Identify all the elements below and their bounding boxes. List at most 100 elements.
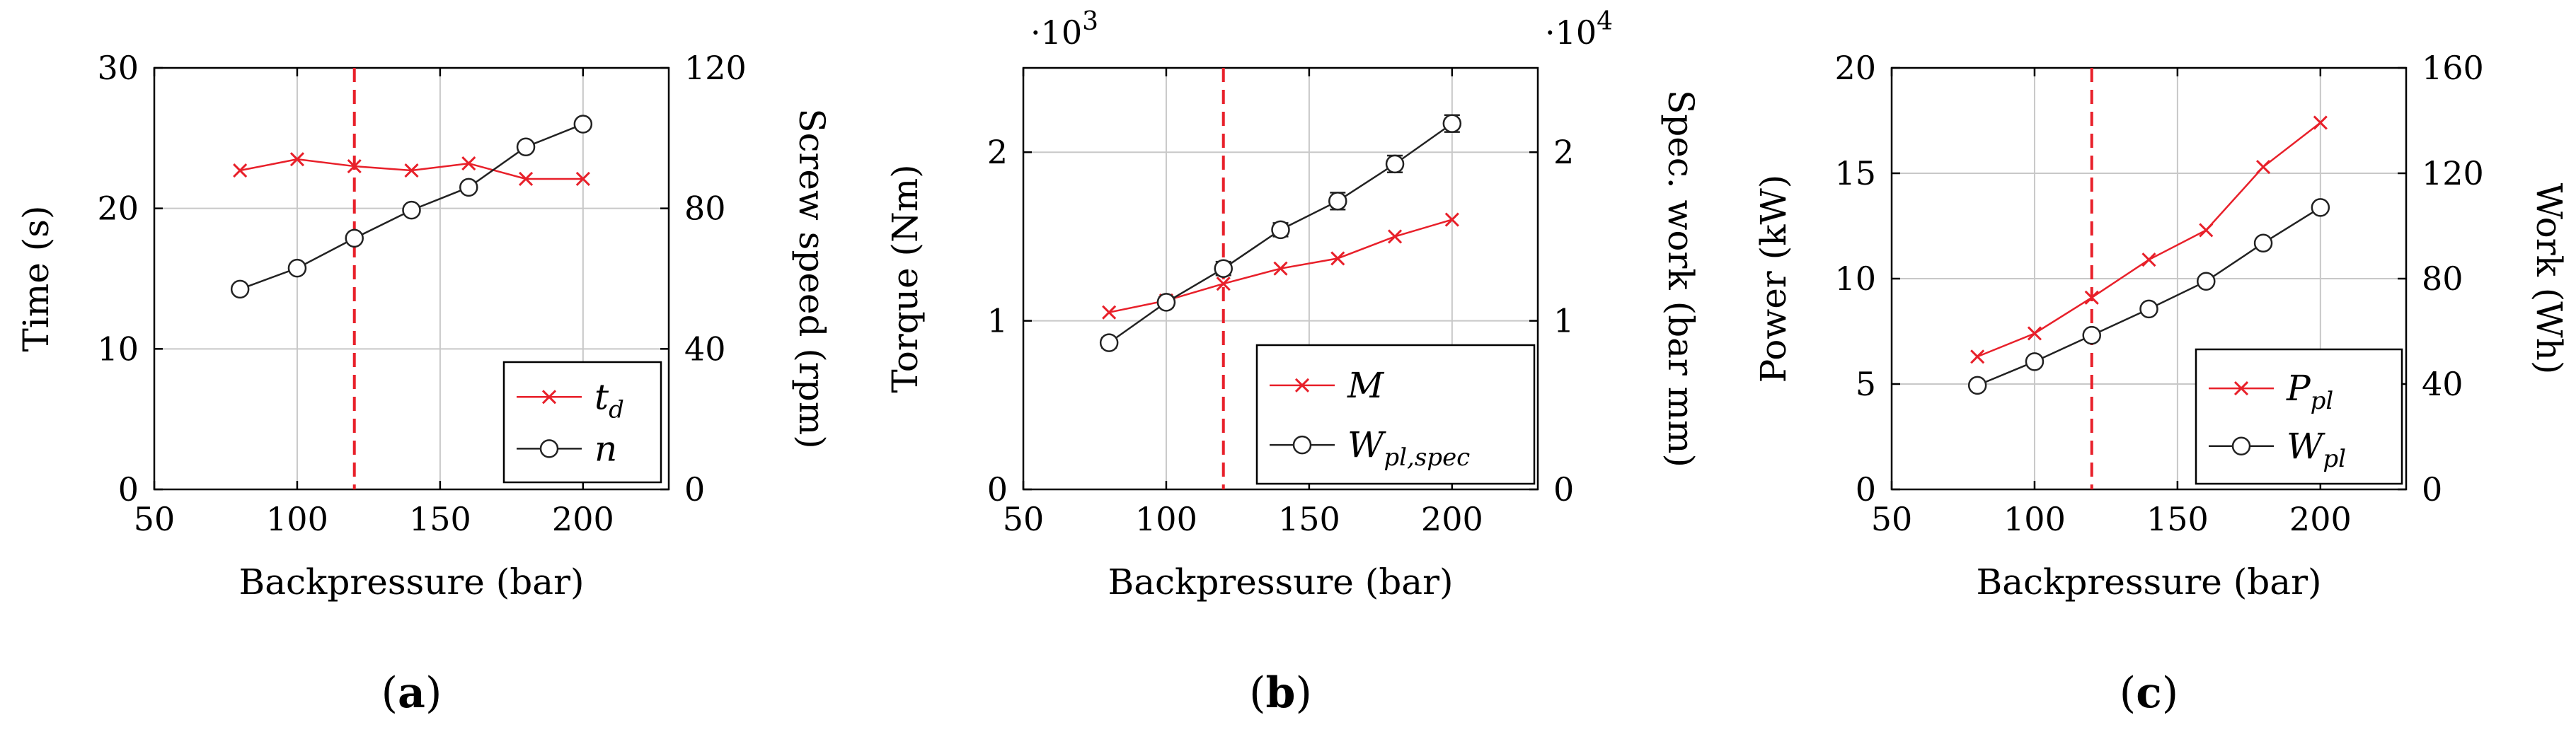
y-tick-label-left: 1: [987, 302, 1008, 340]
data-point-x-marker: [2141, 252, 2156, 267]
legend-circle-marker: [539, 439, 559, 458]
data-point-x-marker: [2199, 223, 2214, 238]
data-point-circle-marker: [1442, 114, 1462, 133]
data-point-circle-marker: [287, 258, 307, 278]
x-tick-label: 150: [2146, 500, 2209, 538]
y-tick-label-left: 0: [1856, 470, 1876, 508]
data-point-circle-marker: [1328, 192, 1347, 211]
data-point-x-marker: [2313, 115, 2328, 130]
data-point-x-marker: [461, 156, 476, 171]
plot-frame: [153, 66, 670, 491]
y-tick-label-right: 0: [2422, 470, 2442, 508]
y-tick-label-right: 0: [684, 470, 705, 508]
data-point-x-marker: [1444, 212, 1459, 227]
legend-circle-marker: [1292, 435, 1312, 455]
legend: M Wpl,spec: [1255, 344, 1536, 485]
y-tick-label-left: 0: [987, 470, 1008, 508]
data-point-x-marker: [575, 171, 590, 187]
legend: tdn: [502, 361, 662, 484]
legend-label: Ppl: [2286, 368, 2333, 415]
legend-label: Wpl,spec: [1347, 424, 1470, 472]
data-point-circle-marker: [2253, 233, 2273, 252]
series-W-pl-spec: [1099, 114, 1462, 352]
data-point-x-marker: [1970, 349, 1985, 364]
data-point-circle-marker: [1271, 220, 1290, 240]
series-P-pl: [1970, 115, 2328, 364]
data-point-circle-marker: [2025, 352, 2045, 371]
data-point-x-marker: [233, 163, 248, 178]
data-point-x-marker: [1330, 251, 1345, 266]
panel-a: 50 100 150 200 0 10 20 30 0 40 80 120 Backpressure (…: [16, 49, 832, 718]
series-W-pl: [1967, 198, 2330, 395]
y-axis-title-left: Power (kW): [1753, 175, 1794, 383]
x-tick-label: 50: [1871, 500, 1913, 538]
y-tick-label-left: 15: [1834, 154, 1876, 192]
legend-x-marker: [1294, 378, 1310, 393]
data-point-circle-marker: [345, 228, 364, 248]
y-tick-label-right: 120: [2422, 154, 2484, 192]
data-point-circle-marker: [516, 137, 536, 156]
legend: Ppl Wpl: [2195, 348, 2403, 485]
data-point-x-marker: [2084, 290, 2099, 305]
x-axis-title: Backpressure (bar): [1977, 562, 2322, 603]
data-point-x-marker: [404, 163, 419, 178]
panel-caption: (c): [2120, 668, 2178, 718]
y-tick-label-left: 2: [987, 133, 1008, 171]
series-t-d: [233, 152, 590, 187]
y-tick-label-left: 10: [1834, 260, 1876, 298]
y-tick-label-right: 160: [2422, 49, 2484, 87]
x-tick-label: 150: [1278, 500, 1340, 538]
data-point-circle-marker: [2139, 299, 2158, 319]
x-tick-label: 100: [266, 500, 328, 538]
y-tick-label-right: 1: [1553, 302, 1574, 340]
series-n: [230, 115, 593, 299]
data-point-circle-marker: [2197, 272, 2216, 291]
y-tick-label-left: 20: [97, 190, 139, 228]
data-point-x-marker: [1387, 229, 1403, 244]
data-point-circle-marker: [1099, 333, 1119, 352]
y-tick-label-right: 80: [684, 190, 726, 228]
y-axis-title-right: Spec. work (bar mm): [1660, 90, 1701, 467]
y-tick-label-left: 20: [1834, 49, 1876, 87]
plot-frame: [1022, 66, 1539, 491]
x-tick-label: 100: [2003, 500, 2066, 538]
x-tick-label: 200: [552, 500, 614, 538]
y-axis-title-left: Time (s): [16, 206, 57, 352]
legend-label: Wpl: [2287, 426, 2346, 473]
y-axis-title-right: Screw speed (rpm): [791, 108, 832, 449]
y-tick-label-right: 40: [684, 330, 726, 368]
data-point-circle-marker: [1385, 154, 1405, 174]
data-point-x-marker: [2255, 159, 2271, 175]
legend-frame: [502, 361, 662, 484]
data-point-x-marker: [289, 152, 305, 167]
legend-circle-marker: [2231, 436, 2251, 456]
x-axis-title: Backpressure (bar): [1108, 562, 1454, 603]
x-tick-label: 100: [1135, 500, 1197, 538]
data-point-circle-marker: [1967, 376, 1987, 395]
data-point-circle-marker: [230, 279, 250, 299]
legend-frame: [2195, 348, 2403, 485]
data-point-x-marker: [1216, 277, 1231, 291]
panel-c: 50 100 150 2000510152004080120160Backpressu…: [1753, 49, 2570, 718]
y-tick-label-left: 5: [1856, 365, 1876, 403]
data-point-x-marker: [347, 159, 362, 174]
legend-label: td: [594, 376, 624, 424]
data-point-x-marker: [1102, 305, 1117, 320]
data-point-circle-marker: [1214, 259, 1233, 278]
x-tick-label: 200: [2289, 500, 2352, 538]
data-point-circle-marker: [1156, 293, 1176, 312]
y-tick-label-left: 10: [97, 330, 139, 368]
y-axis-title-right: Work (Wh): [2529, 183, 2570, 375]
data-point-circle-marker: [459, 178, 478, 197]
panel-b: 50 100 150 200 0 1 2 0 1 2 Backpressure (bar) Torqu…: [885, 7, 1701, 718]
multiplier-right: ·104: [1545, 7, 1613, 52]
legend-x-marker: [2233, 381, 2249, 396]
y-axis-title-left: Torque (Nm): [885, 164, 926, 393]
data-point-x-marker: [2027, 326, 2042, 341]
x-tick-label: 50: [134, 500, 176, 538]
legend-x-marker: [541, 390, 557, 405]
legend-frame: [1255, 344, 1536, 485]
y-tick-label-right: 40: [2422, 365, 2463, 403]
